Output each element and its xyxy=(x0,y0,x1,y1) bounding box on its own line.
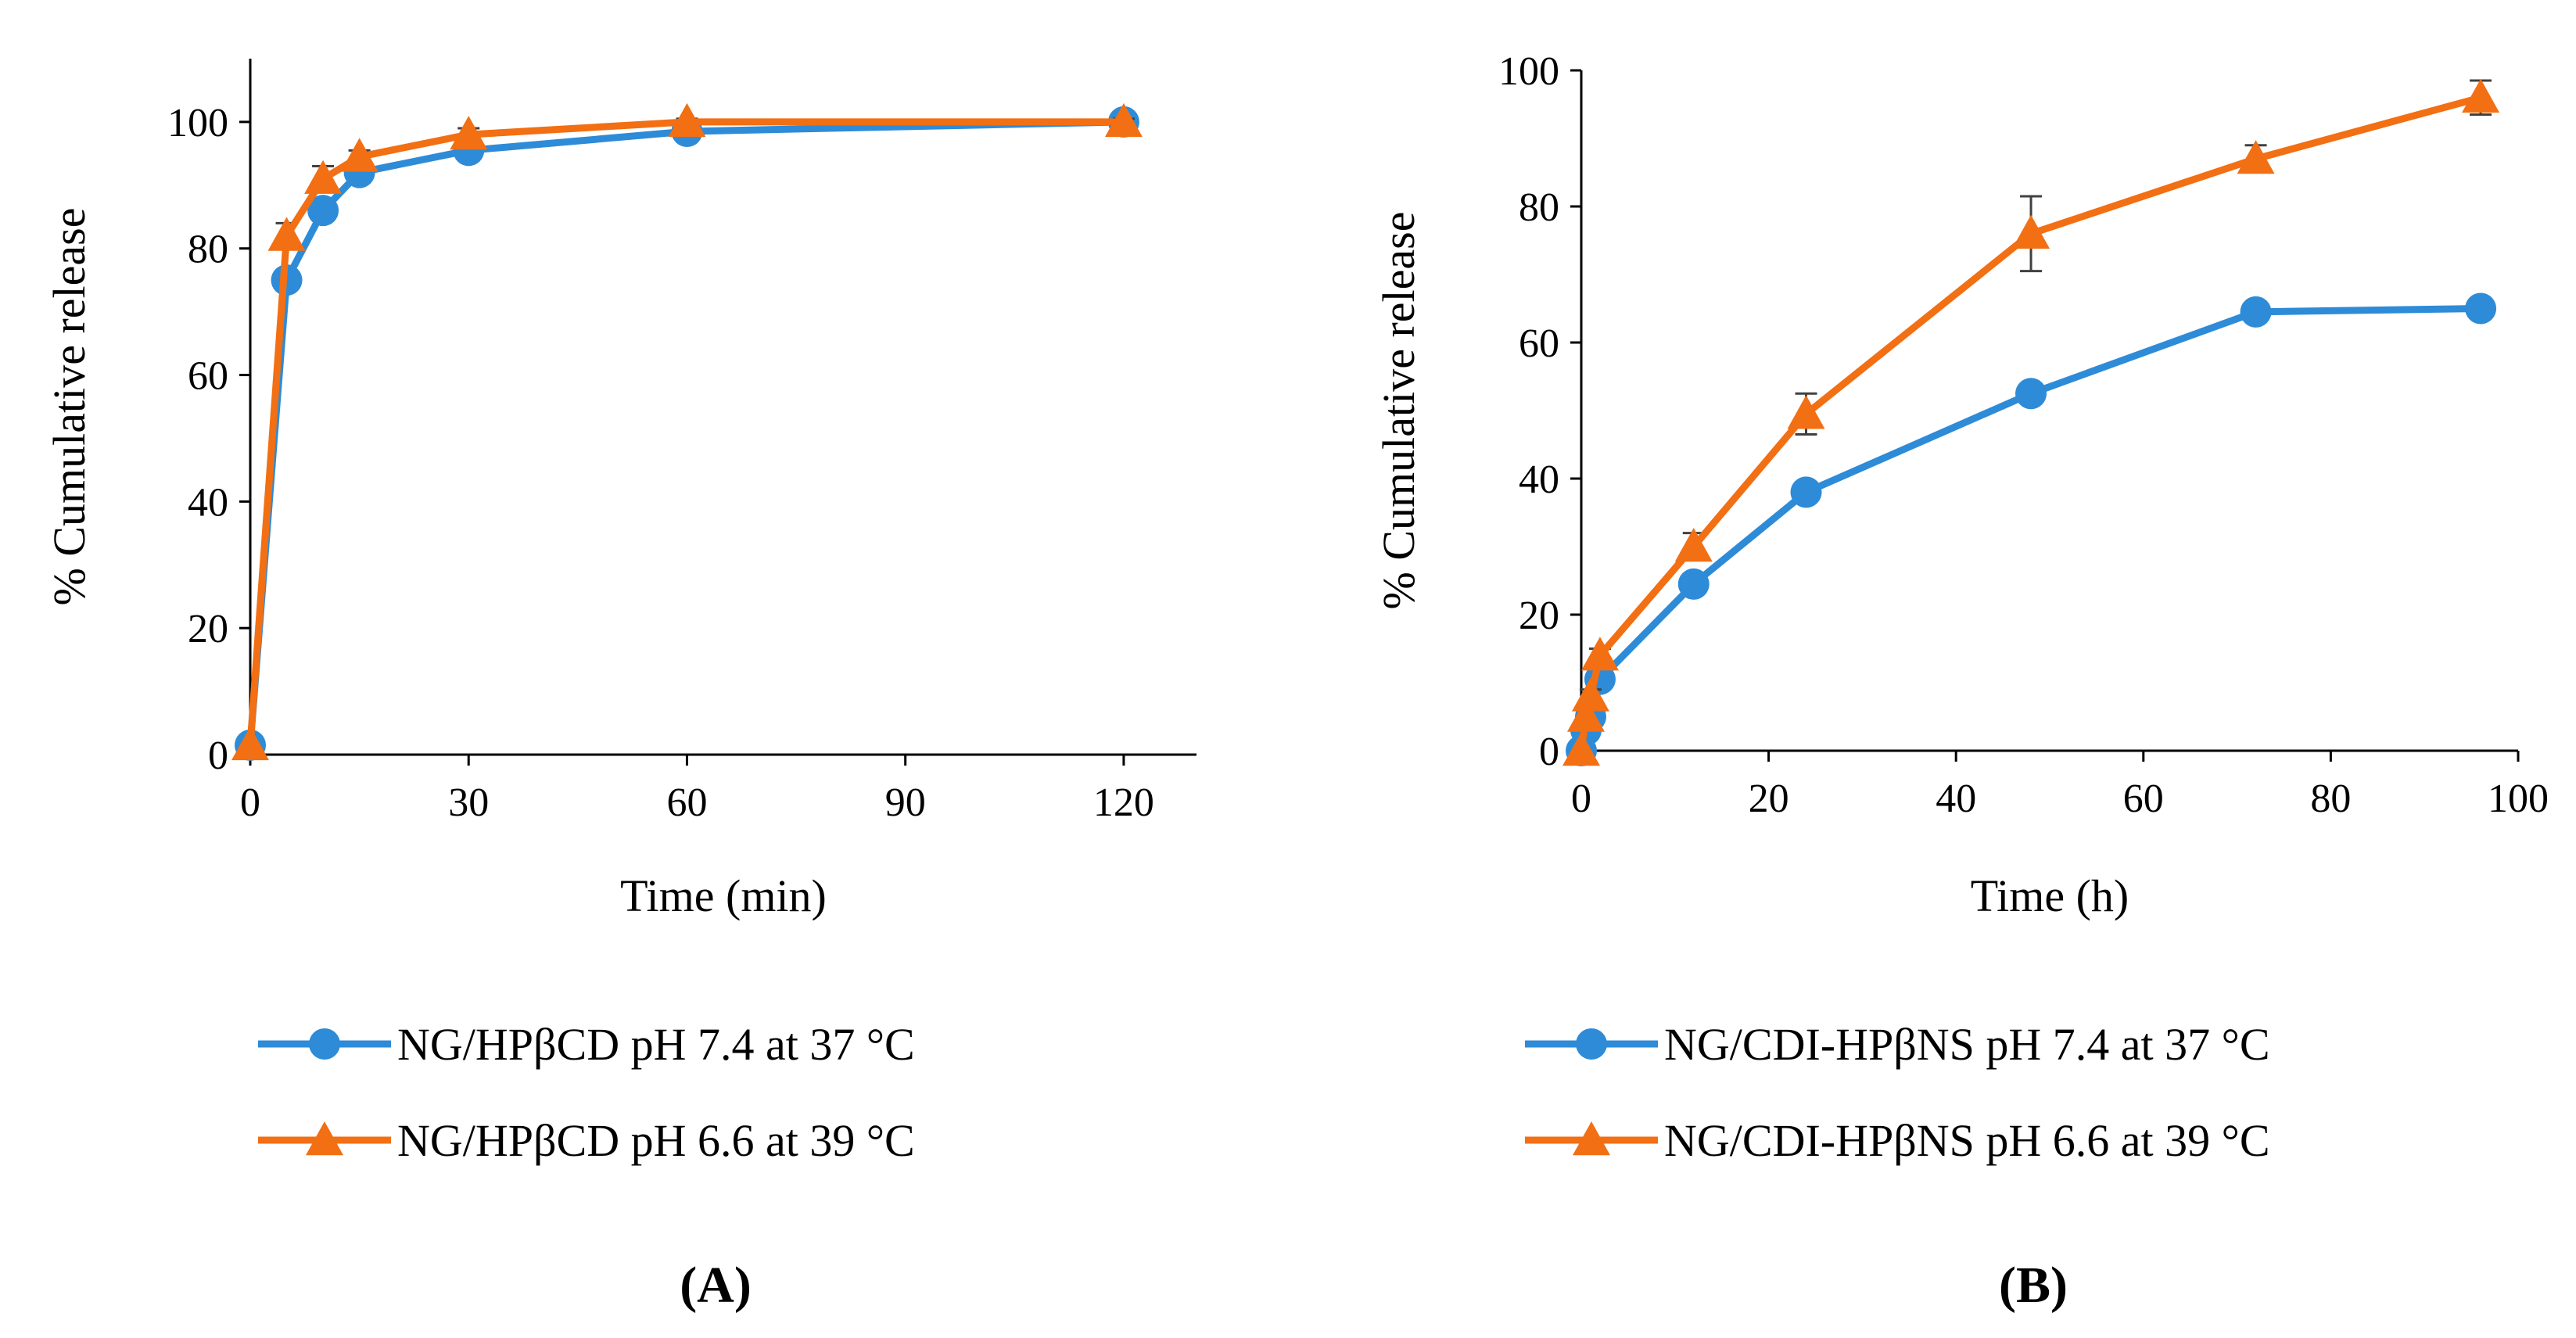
panel-a-chart: 0 20 40 60 80 100 0 30 60 90 120 Time (min) % Cumula… xyxy=(44,59,1197,1314)
panel-a-legend-entry-1: NG/HPβCD pH 7.4 at 37 °C xyxy=(258,1019,915,1070)
panel-a-legend-label: NG/HPβCD pH 6.6 at 39 °C xyxy=(397,1115,915,1166)
panel-b-y-tick-label: 20 xyxy=(1519,594,1559,638)
panel-a-label: (A) xyxy=(680,1257,752,1314)
panel-b-data-point xyxy=(2015,378,2047,410)
panel-b-y-tick-label: 60 xyxy=(1519,321,1559,366)
panel-b-legend-marker xyxy=(1576,1028,1607,1060)
panel-b-y-tick-label: 40 xyxy=(1519,457,1559,502)
panel-a-series-1 xyxy=(235,106,1139,761)
panel-a-data-point xyxy=(304,160,343,194)
panel-b-legend-label: NG/CDI-HPβNS pH 6.6 at 39 °C xyxy=(1664,1115,2270,1166)
panel-b-y-tick-label: 0 xyxy=(1539,730,1559,774)
panel-a-data-point xyxy=(267,217,306,251)
panel-a-series-line xyxy=(246,118,1125,746)
panel-a-x-axis-title: Time (min) xyxy=(620,870,827,921)
panel-a-data-point xyxy=(450,116,488,150)
panel-a-legend-entry-2: NG/HPβCD pH 6.6 at 39 °C xyxy=(258,1115,915,1166)
panel-b-x-tick-label: 40 xyxy=(1936,777,1976,821)
panel-a-y-tick-label: 100 xyxy=(167,101,228,145)
panel-a-data-point xyxy=(231,726,269,761)
panel-a-series-2 xyxy=(231,102,1143,761)
panel-b-data-point xyxy=(2465,292,2497,325)
panel-a-y-axis-title: % Cumulative release xyxy=(44,208,95,606)
panel-b-x-tick-label: 100 xyxy=(2488,777,2549,821)
panel-b-y-tick-label: 100 xyxy=(1498,49,1559,94)
panel-a-x-tick-label: 0 xyxy=(240,780,260,825)
panel-a-data-point xyxy=(340,138,379,172)
panel-b-data-point xyxy=(2462,78,2500,113)
panel-a-x-tick-label: 90 xyxy=(885,780,926,825)
panel-b-data-point xyxy=(1790,476,1822,508)
panel-b-data-point xyxy=(1674,528,1713,562)
panel-b-x-axis-title: Time (h) xyxy=(1971,870,2129,921)
panel-b-data-point xyxy=(1562,732,1600,766)
panel-a-x-tick-label: 30 xyxy=(448,780,489,825)
panel-b-data-point xyxy=(1677,568,1710,600)
panel-b-x-tick-label: 0 xyxy=(1571,777,1591,821)
panel-a-y-tick-label: 80 xyxy=(188,228,228,272)
panel-a-x-tick-label: 120 xyxy=(1093,780,1154,825)
panel-b-legend-entry-2: NG/CDI-HPβNS pH 6.6 at 39 °C xyxy=(1525,1115,2270,1166)
panel-b-series-2 xyxy=(1562,78,2500,766)
panel-b-x-tick-label: 20 xyxy=(1749,777,1789,821)
panel-b-data-point xyxy=(1566,698,1605,732)
panel-a-x-tick-label: 60 xyxy=(666,780,707,825)
panel-b-y-axis-title: % Cumulative release xyxy=(1373,212,1424,610)
panel-a-legend-label: NG/HPβCD pH 7.4 at 37 °C xyxy=(397,1019,915,1070)
panel-b-data-point xyxy=(2012,214,2050,249)
panel-b-legend-label: NG/CDI-HPβNS pH 7.4 at 37 °C xyxy=(1664,1019,2270,1070)
panel-b-x-tick-label: 80 xyxy=(2310,777,2351,821)
panel-a-data-point xyxy=(307,195,339,227)
panel-a-legend-marker xyxy=(309,1028,340,1060)
panel-b-series-line xyxy=(1577,305,2481,752)
panel-b-label: (B) xyxy=(1999,1257,2068,1314)
panel-a-y-tick-label: 20 xyxy=(188,607,228,651)
panel-b-legend-entry-1: NG/CDI-HPβNS pH 7.4 at 37 °C xyxy=(1525,1019,2270,1070)
panel-a-data-point xyxy=(1104,102,1143,138)
panel-b-x-tick-label: 60 xyxy=(2123,777,2164,821)
panel-b-data-point xyxy=(2237,140,2275,174)
panel-a-data-point xyxy=(668,102,706,138)
panel-b-data-point xyxy=(1571,677,1609,712)
panel-a-series-line xyxy=(246,118,1124,746)
panel-a-legend-marker xyxy=(306,1121,343,1156)
panel-b-data-point xyxy=(1580,637,1619,671)
panel-b-y-tick-label: 80 xyxy=(1519,185,1559,230)
panel-b-chart: 0 20 40 60 80 100 0 20 40 60 80 100 Time (h) % Cumula… xyxy=(1373,49,2549,1314)
panel-b-data-point xyxy=(1787,395,1825,429)
panel-a-y-tick-label: 40 xyxy=(188,480,228,525)
panel-a-y-tick-label: 60 xyxy=(188,354,228,399)
panel-b-data-point xyxy=(2240,296,2272,328)
panel-a-y-tick-label: 0 xyxy=(208,734,228,778)
panel-b-legend-marker xyxy=(1573,1121,1610,1156)
